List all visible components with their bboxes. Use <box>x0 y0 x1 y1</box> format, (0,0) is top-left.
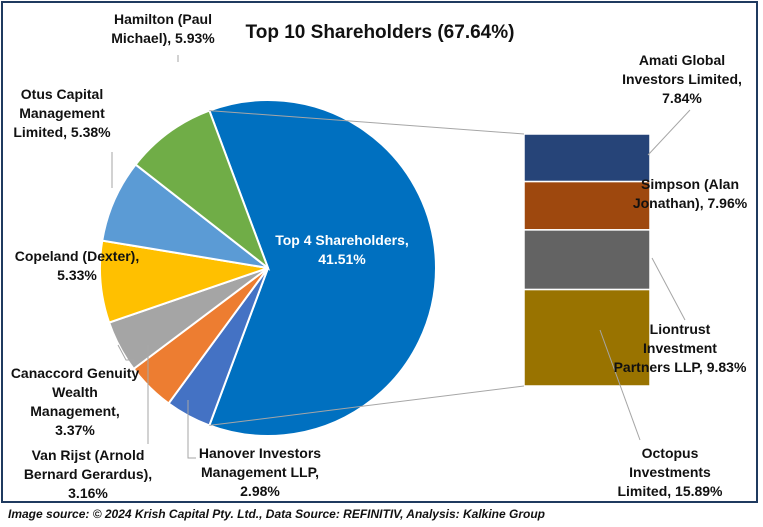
connector-line <box>209 385 525 426</box>
pie-slice <box>208 99 437 437</box>
label-canaccord: Canaccord Genuity Wealth Management, 3.37% <box>10 365 140 438</box>
label-hamilton: Hamilton (Paul Michael), 5.93% <box>111 11 215 46</box>
label-simpson: Simpson (Alan Jonathan), 7.96% <box>632 176 748 211</box>
connector-line <box>209 110 525 135</box>
leader-line <box>117 344 135 364</box>
label-liontrust: Liontrust Investment Partners LLP, 9.83% <box>613 321 747 375</box>
chart-title: Top 10 Shareholders (67.64%) <box>245 22 515 43</box>
bar-segment <box>523 288 651 387</box>
chart-frame <box>1 1 758 503</box>
label-top4: Top 4 Shareholders, 41.51% <box>275 232 409 267</box>
leader-line <box>187 400 196 459</box>
label-amati: Amati Global Investors Limited, 7.84% <box>622 52 742 106</box>
label-octopus: Octopus Investments Limited, 15.89% <box>617 445 723 499</box>
leader-line <box>651 257 686 321</box>
leader-line <box>647 109 691 156</box>
bar-segment <box>523 133 651 183</box>
source-caption: Image source: © 2024 Krish Capital Pty. … <box>8 507 545 521</box>
label-copeland: Copeland (Dexter), 5.33% <box>14 248 140 283</box>
bar-segment <box>523 180 651 231</box>
pie-slice <box>134 109 271 271</box>
bar-segment <box>523 229 651 291</box>
label-hanover: Hanover Investors Management LLP, 2.98% <box>198 445 322 499</box>
label-otus: Otus Capital Management Limited, 5.38% <box>13 86 111 140</box>
label-vanrijst: Van Rijst (Arnold Bernard Gerardus), 3.16% <box>23 447 153 501</box>
leader-line <box>599 329 641 441</box>
